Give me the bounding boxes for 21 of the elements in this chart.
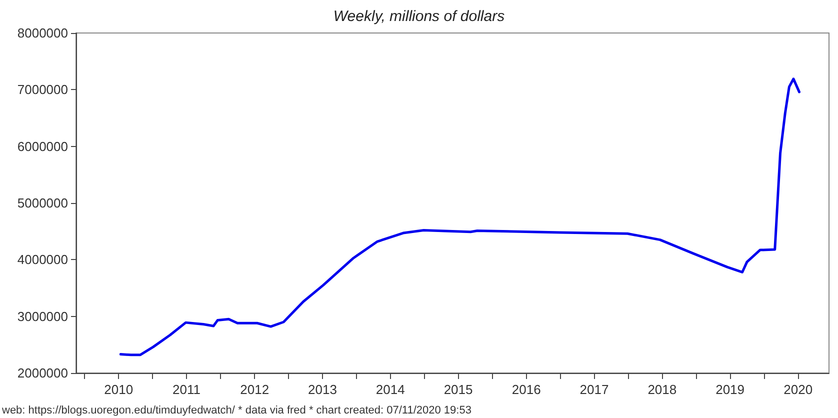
x-tick-label: 2019 (716, 382, 744, 397)
x-tick-label: 2015 (444, 382, 473, 397)
y-tick-label: 6000000 (17, 138, 68, 154)
x-tick-label: 2011 (172, 382, 200, 397)
y-tick-label: 8000000 (17, 26, 68, 40)
x-tick-label: 2012 (240, 382, 270, 397)
chart-title: Weekly, millions of dollars (333, 8, 506, 25)
x-tick-label: 2013 (308, 382, 337, 397)
x-tick-label: 2010 (104, 382, 134, 397)
x-tick-label: 2017 (580, 382, 609, 397)
y-tick-label: 3000000 (17, 308, 68, 324)
y-tick-label: 7000000 (17, 82, 68, 98)
line-series (119, 78, 800, 356)
x-tick-label: 2020 (784, 382, 813, 397)
y-tick-label: 2000000 (17, 366, 68, 380)
y-tick-label: 4000000 (17, 252, 68, 268)
x-tick-label: 2018 (648, 382, 677, 397)
x-tick-label: 2016 (512, 382, 541, 397)
x-tick-label: 2014 (376, 382, 405, 397)
text: web: https://blogs.uoregon.edu/timduyfedwatch/ * data via fred * chart created: 07/11/2020 19:53 (1, 404, 472, 416)
y-tick-label: 5000000 (17, 196, 68, 210)
